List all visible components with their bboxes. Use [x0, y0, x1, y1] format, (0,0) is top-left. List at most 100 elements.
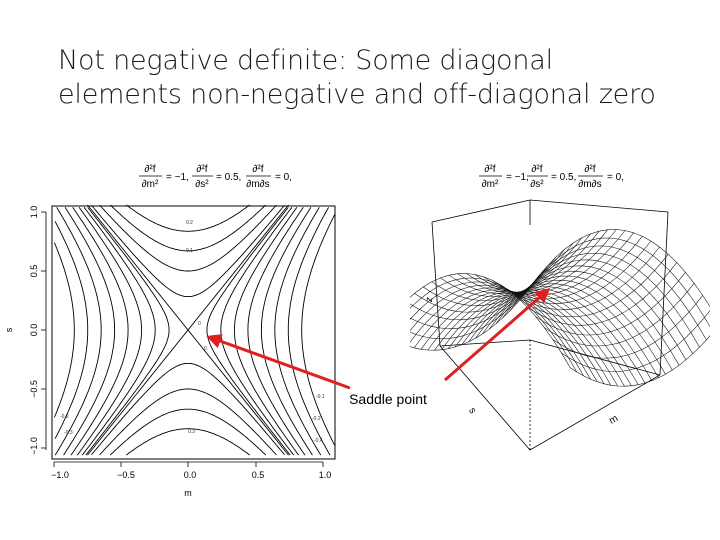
contour-level-labels: 0.2 0.1 0 0 -0.1 -0.2 -0.2 -0.3 -0.4 0.3: [60, 220, 325, 444]
eq-left-num: ∂²f: [484, 164, 495, 175]
x-tick-label: 0.0: [184, 470, 197, 480]
contour-line: [287, 207, 331, 456]
level-label: -0.4: [314, 438, 323, 444]
contour-line: [274, 207, 322, 456]
y-axis-label: s: [4, 327, 14, 332]
x-tick-label: 1.0: [319, 470, 332, 480]
mesh-line: [410, 281, 584, 377]
contour-plot: ∂²f ∂m² = −1, ∂²f ∂s² = 0.5, ∂²f ∂m∂s = …: [4, 164, 336, 498]
title-line-1: Not negative definite: Some diagonal: [58, 45, 553, 76]
contour-line: [54, 207, 102, 456]
mesh-line: [552, 295, 703, 359]
level-label: -0.2: [60, 414, 69, 420]
contour-line: [260, 207, 313, 456]
contour-x-axis: −1.0 −0.5 0.0 0.5 1.0 m: [51, 461, 332, 498]
mesh-line: [526, 262, 678, 326]
eq-mid-num: ∂²f: [196, 164, 207, 175]
eq-mid-den: ∂s²: [530, 179, 544, 190]
contour-frame: [51, 205, 336, 460]
contour-curves: [53, 204, 336, 456]
y-tick-label: −0.5: [29, 380, 39, 398]
eq-right-den: ∂m∂s: [246, 179, 269, 190]
mesh-line: [518, 254, 669, 318]
z-axis-label: z: [424, 296, 436, 303]
eq-left-den: ∂m²: [142, 179, 159, 190]
level-label: 0.3: [188, 429, 195, 435]
level-label: -0.3: [64, 430, 73, 436]
contour-line: [77, 207, 143, 456]
mesh-line: [410, 277, 578, 373]
contour-line: [109, 408, 267, 456]
level-label: 0.2: [186, 220, 193, 226]
contour-line: [220, 207, 295, 456]
contour-line: [87, 204, 289, 456]
contour-line: [109, 204, 267, 252]
level-label: 0: [198, 321, 201, 327]
contour-line: [81, 207, 156, 456]
eq-left-val: = −1,: [506, 172, 529, 183]
eq-left-num: ∂²f: [144, 164, 155, 175]
contour-line: [85, 207, 170, 456]
saddle-point-label: Saddle point: [337, 390, 439, 408]
contour-equation: ∂²f ∂m² = −1, ∂²f ∂s² = 0.5, ∂²f ∂m∂s = …: [139, 164, 292, 190]
eq-right-num: ∂²f: [584, 164, 595, 175]
eq-right-num: ∂²f: [252, 164, 263, 175]
contour-y-axis: 1.0 0.5 0.0 −0.5 −1.0 s: [4, 206, 47, 455]
level-label: -0.2: [312, 416, 321, 422]
contour-line: [247, 207, 306, 456]
s-axis-label: s: [466, 406, 478, 416]
contour-line: [63, 207, 116, 456]
mesh-line: [543, 283, 695, 347]
mesh-line: [569, 335, 710, 387]
mesh-line: [410, 287, 598, 382]
x-tick-label: 0.5: [252, 470, 265, 480]
eq-mid-val: = 0.5,: [551, 172, 576, 183]
level-label: 0: [204, 346, 207, 352]
title-line-2: elements non-negative and off-diagonal z…: [58, 79, 656, 110]
x-tick-label: −1.0: [51, 470, 69, 480]
surface-equation: ∂²f ∂m² = −1, ∂²f ∂s² = 0.5, ∂²f ∂m∂s = …: [479, 164, 624, 190]
slide-title: Not negative definite: Some diagonal ele…: [58, 44, 698, 112]
arrow-to-surface-saddle: [444, 288, 551, 382]
contour-line: [53, 242, 75, 418]
contour-line: [91, 205, 285, 298]
mesh-line: [535, 272, 686, 336]
eq-mid-val: = 0.5,: [216, 172, 241, 183]
contour-line: [233, 207, 299, 456]
contour-line: [206, 207, 291, 456]
eq-mid-num: ∂²f: [531, 164, 542, 175]
eq-left-val: = −1,: [166, 172, 189, 183]
contour-line: [54, 221, 89, 439]
x-tick-label: −0.5: [117, 470, 135, 480]
y-tick-label: 0.5: [29, 265, 39, 278]
mesh-line: [509, 246, 660, 310]
contour-line: [301, 214, 336, 446]
eq-right-den: ∂m∂s: [578, 179, 601, 190]
eq-right-val: = 0,: [607, 172, 624, 183]
contour-line: [70, 207, 129, 456]
y-tick-label: 0.0: [29, 324, 39, 337]
contour-line: [91, 362, 285, 455]
contour-line: [126, 204, 250, 232]
contour-line: [99, 388, 277, 456]
arrow-to-contour-saddle: [206, 334, 351, 390]
mesh-line: [427, 291, 618, 387]
x-axis-label: m: [184, 488, 192, 498]
contour-line: [99, 204, 277, 272]
eq-mid-den: ∂s²: [195, 179, 209, 190]
mesh-line: [420, 290, 612, 386]
eq-left-den: ∂m²: [482, 179, 499, 190]
mesh-line: [410, 284, 591, 380]
y-tick-label: 1.0: [29, 206, 39, 219]
level-label: 0.1: [186, 248, 193, 254]
eq-right-val: = 0,: [275, 172, 292, 183]
contour-line: [126, 428, 250, 456]
y-tick-label: −1.0: [29, 437, 39, 455]
mesh-line: [561, 310, 710, 372]
level-label: -0.1: [316, 394, 325, 400]
mesh-line: [434, 291, 625, 387]
mesh-line: [410, 273, 571, 368]
mesh-line: [500, 240, 652, 304]
